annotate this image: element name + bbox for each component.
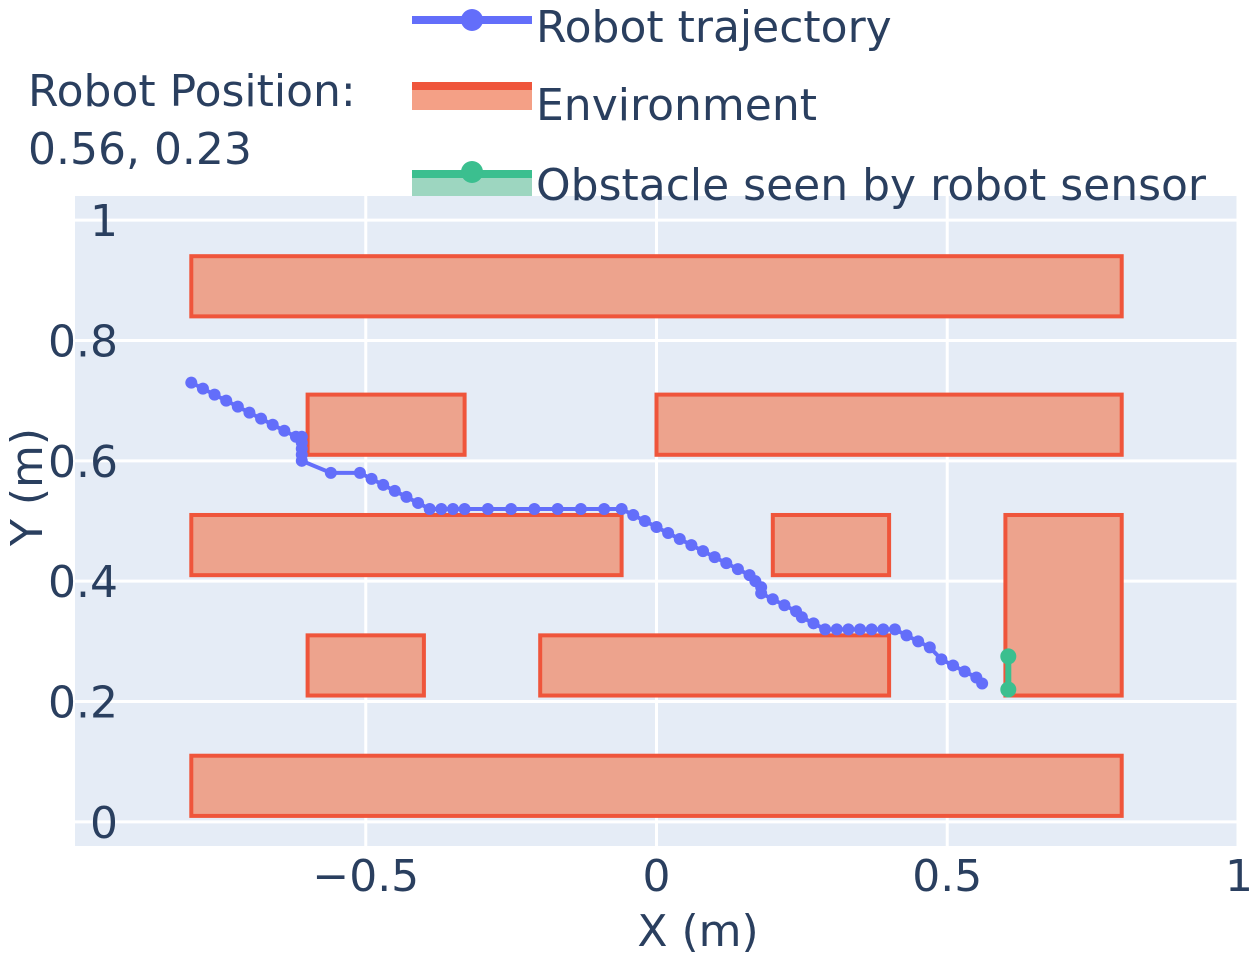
trajectory-point bbox=[697, 545, 710, 558]
trajectory-point bbox=[830, 623, 843, 636]
legend-item-environment[interactable]: Environment bbox=[412, 80, 817, 131]
trajectory-point bbox=[185, 376, 198, 389]
trajectory-point bbox=[528, 502, 541, 515]
trajectory-point bbox=[435, 502, 448, 515]
trajectory-point bbox=[912, 635, 925, 648]
trajectory-point bbox=[266, 418, 279, 431]
trajectory-point bbox=[755, 587, 768, 600]
obstacle-point bbox=[1000, 648, 1017, 665]
trajectory-point bbox=[377, 478, 390, 491]
trajectory-point bbox=[353, 466, 366, 479]
trajectory-point bbox=[638, 515, 651, 527]
trajectory-point bbox=[481, 502, 494, 515]
trajectory-point bbox=[295, 430, 308, 443]
trajectory-point bbox=[662, 527, 675, 540]
trajectory-point bbox=[935, 653, 948, 666]
x-tick-label: 1 bbox=[1225, 851, 1253, 902]
trajectory-point bbox=[819, 623, 832, 636]
trajectory-point bbox=[900, 629, 913, 642]
environment-wall bbox=[1003, 512, 1124, 698]
trajectory-point bbox=[673, 533, 686, 546]
environment-wall bbox=[305, 392, 467, 457]
trajectory-point bbox=[795, 611, 808, 624]
legend-label-robot-trajectory: Robot trajectory bbox=[536, 2, 892, 53]
trajectory-point bbox=[766, 593, 779, 606]
y-tick-label: 0.8 bbox=[48, 316, 118, 367]
trajectory-point bbox=[731, 563, 744, 576]
trajectory-point bbox=[231, 400, 244, 413]
x-tick-label: 0 bbox=[643, 851, 671, 902]
legend-label-environment: Environment bbox=[536, 80, 817, 131]
legend-item-robot-trajectory[interactable]: Robot trajectory bbox=[412, 2, 892, 53]
legend-trajectory-marker bbox=[461, 9, 483, 31]
trajectory-point bbox=[627, 508, 640, 521]
environment-wall bbox=[189, 254, 1124, 319]
x-axis-label: X (m) bbox=[637, 906, 758, 957]
legend-obstacle-swatch bbox=[412, 174, 532, 196]
trajectory-point bbox=[196, 382, 209, 395]
trajectory-point bbox=[877, 623, 890, 636]
trajectory-point bbox=[778, 599, 791, 612]
x-tick-label: 0.5 bbox=[912, 851, 982, 902]
trajectory-point bbox=[708, 551, 721, 564]
environment-wall bbox=[189, 753, 1124, 818]
environment-wall bbox=[189, 512, 624, 578]
trajectory-point bbox=[220, 394, 233, 407]
environment-obstacles bbox=[189, 254, 1124, 818]
sensor-obstacle-series bbox=[1000, 648, 1017, 698]
trajectory-point bbox=[685, 539, 698, 552]
environment-wall bbox=[770, 512, 892, 578]
environment-wall bbox=[538, 633, 892, 698]
trajectory-point bbox=[947, 659, 960, 672]
robot-position-value: 0.56, 0.23 bbox=[28, 124, 252, 175]
y-tick-label: 0.6 bbox=[48, 437, 118, 488]
trajectory-point bbox=[598, 502, 611, 515]
trajectory-point bbox=[423, 502, 436, 515]
trajectory-point bbox=[208, 388, 221, 401]
robot-trajectory-series bbox=[185, 376, 989, 690]
trajectory-point bbox=[505, 502, 518, 515]
y-tick-label: 0.2 bbox=[48, 678, 118, 729]
environment-wall bbox=[654, 392, 1124, 457]
trajectory-point bbox=[551, 502, 564, 515]
trajectory-point bbox=[854, 623, 867, 636]
trajectory-point bbox=[278, 424, 291, 437]
legend: Robot trajectory Environment Obstacle se… bbox=[412, 2, 1207, 211]
robot-position-title: Robot Position: bbox=[28, 66, 356, 117]
y-tick-label: 0.4 bbox=[48, 557, 118, 608]
trajectory-point bbox=[295, 454, 308, 467]
legend-label-obstacle: Obstacle seen by robot sensor bbox=[536, 160, 1207, 211]
trajectory-point bbox=[650, 521, 663, 534]
y-tick-label: 1 bbox=[90, 196, 118, 247]
trajectory-point bbox=[720, 557, 733, 570]
trajectory-point bbox=[807, 617, 820, 630]
trajectory-point bbox=[615, 502, 628, 515]
trajectory-point bbox=[388, 484, 401, 497]
trajectory-point bbox=[446, 502, 459, 515]
trajectory-point bbox=[365, 472, 378, 485]
x-tick-label: −0.5 bbox=[312, 851, 419, 902]
legend-obstacle-marker bbox=[461, 161, 483, 183]
trajectory-point bbox=[958, 665, 971, 678]
y-axis-label: Y (m) bbox=[2, 428, 53, 547]
trajectory-point bbox=[865, 623, 878, 636]
trajectory-point bbox=[324, 466, 337, 479]
trajectory-point bbox=[243, 406, 256, 419]
environment-wall bbox=[305, 633, 426, 698]
trajectory-point bbox=[412, 496, 425, 509]
trajectory-point bbox=[842, 623, 855, 636]
y-tick-label: 0 bbox=[90, 798, 118, 849]
trajectory-point bbox=[888, 623, 901, 636]
trajectory-point bbox=[458, 502, 471, 515]
tick-labels: −0.5 0 0.5 1 0 0.2 0.4 0.6 0.8 1 bbox=[48, 196, 1253, 902]
trajectory-point bbox=[923, 641, 936, 654]
trajectory-point bbox=[255, 412, 268, 425]
trajectory-point bbox=[976, 677, 989, 690]
trajectory-point bbox=[400, 490, 413, 503]
obstacle-point bbox=[1000, 681, 1017, 698]
legend-item-obstacle[interactable]: Obstacle seen by robot sensor bbox=[412, 160, 1207, 211]
trajectory-point bbox=[574, 502, 587, 515]
